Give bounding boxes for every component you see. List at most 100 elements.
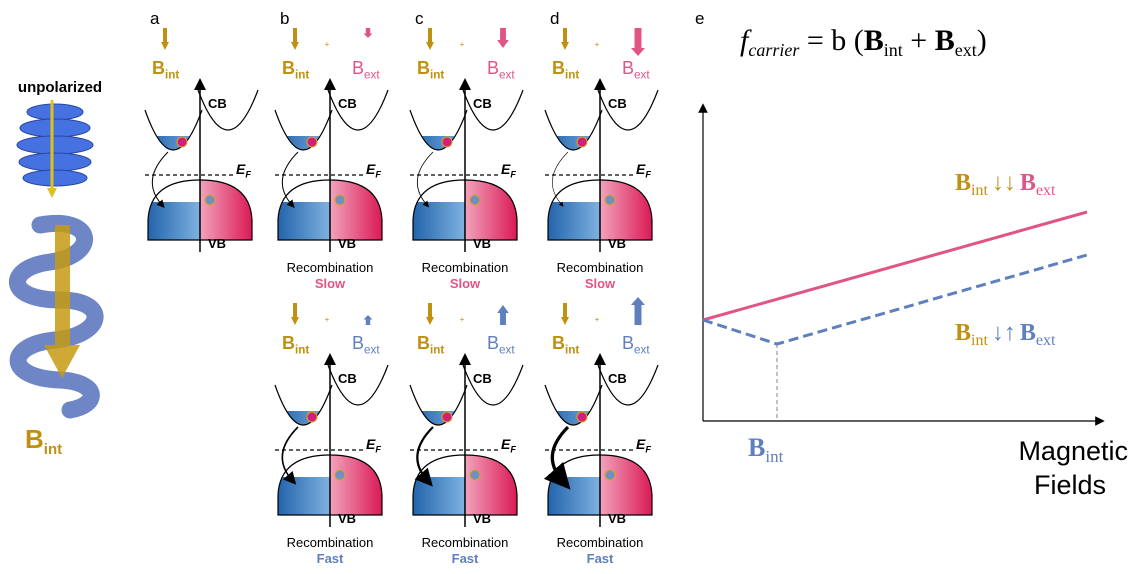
vb-fill xyxy=(465,450,520,517)
ef-label: EF xyxy=(501,436,516,455)
panel: cBint+BextCBEFVBRecombinationSlowBint+Be… xyxy=(410,9,523,566)
field-int-sub: int xyxy=(295,344,309,357)
cb-fill xyxy=(410,136,467,156)
label-b: B xyxy=(1020,170,1036,196)
rate-label: Slow xyxy=(585,276,616,291)
vb-fill xyxy=(410,202,465,242)
field-ext: Bext xyxy=(622,58,650,82)
field-arrow xyxy=(426,303,434,325)
cb-band xyxy=(328,365,388,405)
field-ext-sub: ext xyxy=(499,69,515,82)
field-int: Bint xyxy=(282,333,309,357)
label-sub: ext xyxy=(1036,182,1056,199)
field-arrow xyxy=(364,315,373,325)
field-int-main: B xyxy=(552,58,565,78)
vb-label: VB xyxy=(608,236,626,251)
field-int-main: B xyxy=(417,333,430,353)
field-int-sub: int xyxy=(295,69,309,82)
field-arrow xyxy=(631,297,645,325)
field-int-main: B xyxy=(152,58,165,78)
field-int-main: B xyxy=(552,333,565,353)
field-ext-main: B xyxy=(622,58,634,78)
electron xyxy=(577,412,587,422)
field-arrow xyxy=(631,28,645,56)
field-arrow xyxy=(561,303,569,325)
label-arrows: ↓↓ xyxy=(992,170,1016,196)
ef-label-sub: F xyxy=(375,170,381,180)
panel: bBint+BextCBEFVBRecombinationSlowBint+Be… xyxy=(275,9,388,566)
hole xyxy=(605,195,615,205)
field-ext-main: B xyxy=(352,58,364,78)
field-ext-main: B xyxy=(352,333,364,353)
vb-fill xyxy=(330,450,385,517)
field-arrow xyxy=(291,303,299,325)
x-axis-title: Magnetic xyxy=(1018,436,1128,466)
panel-label: a xyxy=(150,9,160,28)
label-b: B xyxy=(748,433,765,462)
field-ext-sub: ext xyxy=(634,344,650,357)
field-ext-sub: ext xyxy=(499,344,515,357)
vb-label: VB xyxy=(608,511,626,526)
vb-label: VB xyxy=(338,511,356,526)
plus: + xyxy=(595,40,600,49)
field-ext: Bext xyxy=(622,333,650,357)
formula-sub: int xyxy=(884,40,903,60)
field-int-sub: int xyxy=(565,344,579,357)
vb-label: VB xyxy=(473,511,491,526)
field-int: Bint xyxy=(552,333,579,357)
ef-label-sub: F xyxy=(510,170,516,180)
label-sub: int xyxy=(765,447,783,466)
field-ext-main: B xyxy=(487,333,499,353)
ef-label: EF xyxy=(636,436,651,455)
cb-label: CB xyxy=(338,96,357,111)
cb-fill xyxy=(275,136,332,156)
plus: + xyxy=(325,315,330,324)
hole xyxy=(335,470,345,480)
label-arrows: ↓↑ xyxy=(992,320,1016,346)
label-sub: int xyxy=(971,182,988,199)
vb-label: VB xyxy=(208,236,226,251)
parallel-label: Bint↓↓Bext xyxy=(955,170,1056,199)
formula-close: ) xyxy=(977,24,987,57)
field-arrow xyxy=(497,305,509,325)
vb-label: VB xyxy=(473,236,491,251)
panel-label: d xyxy=(550,9,559,28)
ef-label-sub: F xyxy=(510,445,516,455)
rate-label: Fast xyxy=(452,551,479,566)
panel-label: e xyxy=(695,9,704,28)
field-ext-main: B xyxy=(622,333,634,353)
field-label: Bint xyxy=(25,424,62,458)
formula-eq: = b ( xyxy=(799,24,863,57)
cb-fill xyxy=(145,136,202,156)
field-ext-sub: ext xyxy=(364,69,380,82)
antiparallel-label: Bint↓↑Bext xyxy=(955,320,1056,349)
cb-label: CB xyxy=(473,96,492,111)
cb-band xyxy=(463,90,523,130)
formula-sub: ext xyxy=(955,40,977,60)
hole xyxy=(605,470,615,480)
panel: dBint+BextCBEFVBRecombinationSlowBint+Be… xyxy=(545,9,658,566)
plus: + xyxy=(460,40,465,49)
field-arrow xyxy=(291,28,299,50)
ef-label: EF xyxy=(366,436,381,455)
vb-fill xyxy=(545,477,600,517)
field-ext-sub: ext xyxy=(364,344,380,357)
field-int: Bint xyxy=(417,58,444,82)
field-ext-main: B xyxy=(487,58,499,78)
cb-fill xyxy=(545,411,602,431)
process-label: Recombination xyxy=(422,260,509,275)
field-ext-sub: ext xyxy=(634,69,650,82)
ef-label-sub: F xyxy=(245,170,251,180)
vb-fill xyxy=(200,175,255,242)
recombination-arrow xyxy=(552,427,568,480)
plus: + xyxy=(460,315,465,324)
electron xyxy=(442,137,452,147)
vb-fill xyxy=(600,175,655,242)
field-arrow xyxy=(364,28,373,38)
cb-fill xyxy=(410,411,467,431)
field-ext: Bext xyxy=(352,333,380,357)
label-b: B xyxy=(955,320,971,346)
vb-fill xyxy=(275,202,330,242)
rate-label: Slow xyxy=(450,276,481,291)
